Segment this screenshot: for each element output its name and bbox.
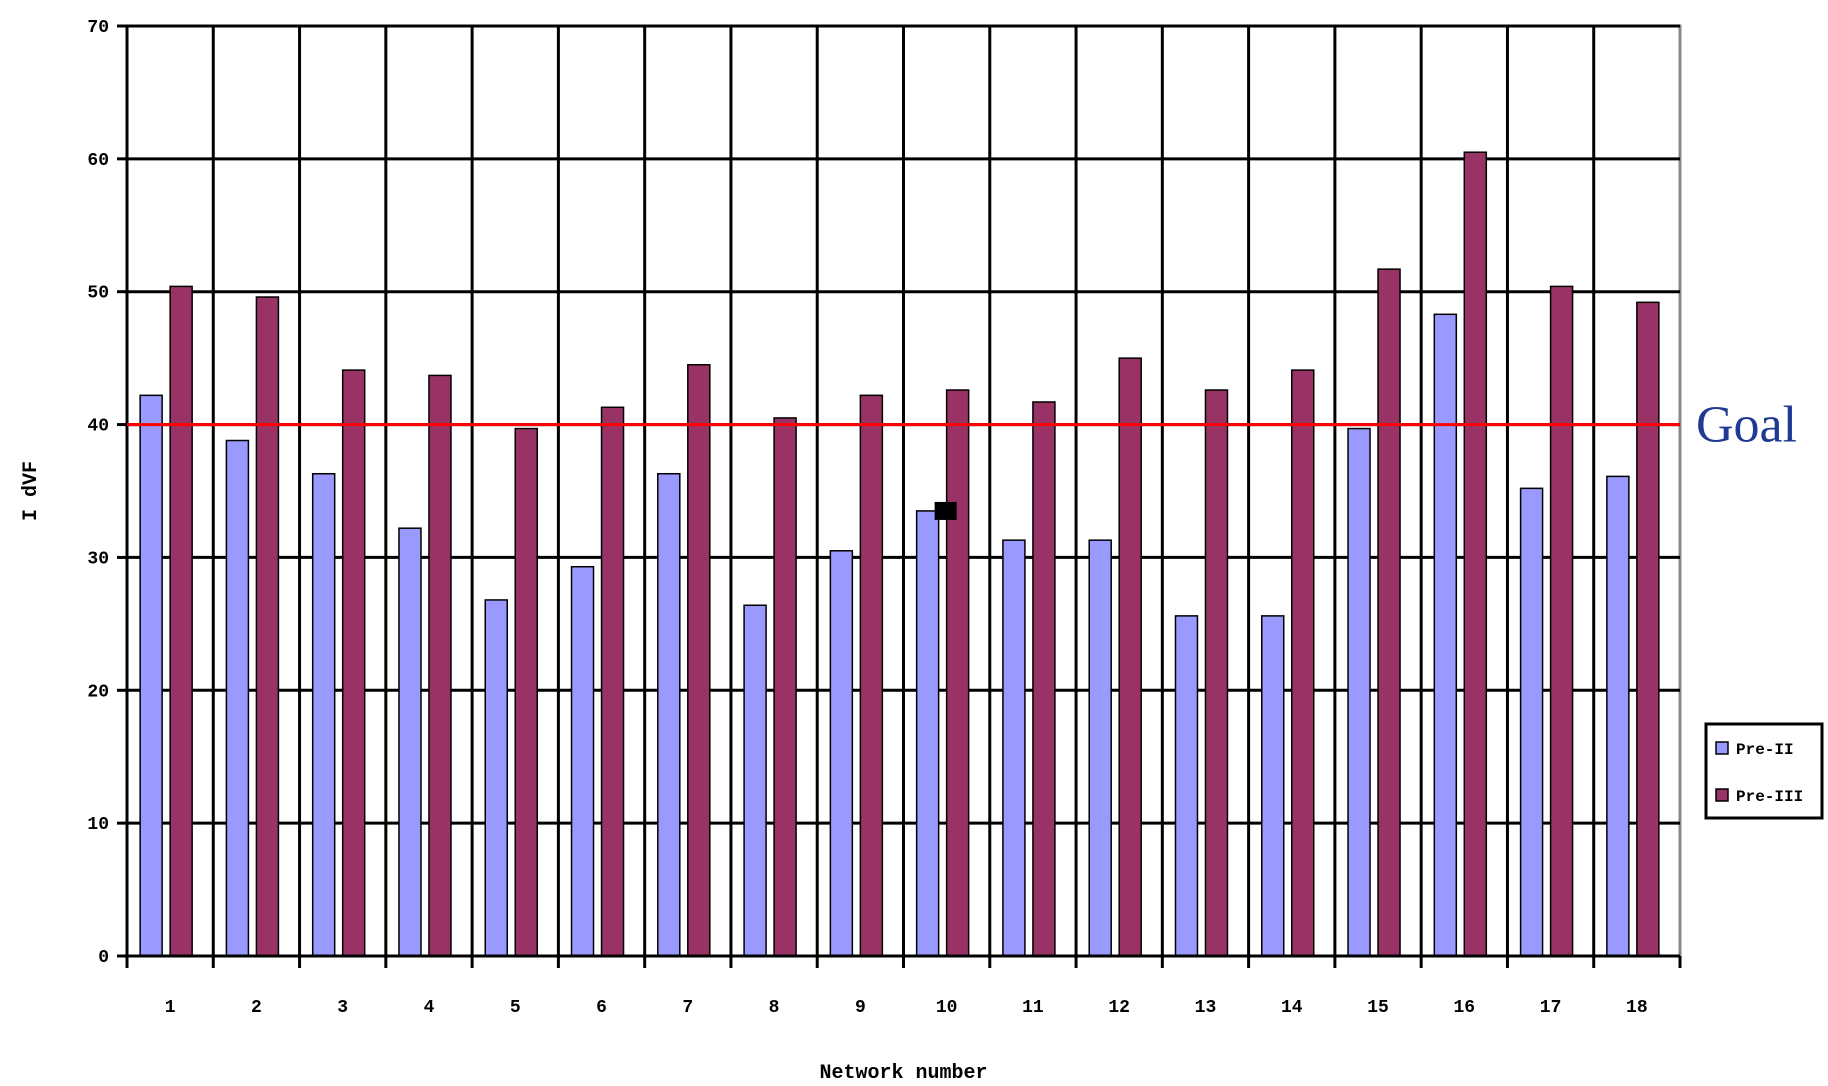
bar-pre-iii-13 [1204, 389, 1229, 957]
x-tick-label: 10 [936, 998, 958, 1018]
y-tick-label: 50 [87, 284, 109, 304]
x-tick-label: 6 [596, 998, 607, 1018]
x-tick-label: 14 [1281, 998, 1303, 1018]
x-tick-label: 15 [1367, 998, 1389, 1018]
bar-pre-ii-14 [1261, 615, 1285, 957]
bar-pre-ii-10 [915, 510, 940, 957]
x-tick-label: 8 [769, 998, 780, 1018]
bar-pre-ii-2 [225, 439, 250, 957]
bar-pre-iii-16 [1463, 151, 1488, 957]
x-tick-label: 1 [165, 998, 176, 1018]
x-tick-label: 18 [1626, 998, 1648, 1018]
bar-pre-iii-7 [687, 364, 711, 957]
y-tick-label: 40 [87, 417, 109, 437]
y-tick-label: 20 [87, 682, 109, 702]
bar-pre-iii-11 [1032, 401, 1056, 957]
bar-pre-ii-6 [570, 565, 595, 957]
legend: Pre-II Pre-III [1704, 722, 1824, 820]
bar-pre-iii-15 [1377, 268, 1401, 957]
bar-pre-ii-8 [743, 604, 767, 957]
x-tick-label: 2 [251, 998, 262, 1018]
bar-pre-iii-10 [945, 389, 970, 957]
bar-pre-ii-3 [311, 472, 336, 957]
bar-pre-iii-2 [255, 296, 280, 957]
bar-pre-ii-18 [1606, 475, 1630, 957]
x-axis-title: Network number [819, 1062, 987, 1085]
bar-pre-iii-5 [514, 427, 538, 957]
bar-pre-iii-6 [600, 406, 625, 957]
y-tick-label: 30 [87, 549, 109, 569]
x-tick-label: 9 [855, 998, 866, 1018]
goal-label: Goal [1696, 397, 1797, 454]
gridlines [125, 24, 1682, 958]
x-tick-label: 4 [424, 998, 435, 1018]
bar-pre-iii-1 [169, 285, 193, 957]
y-tick-label: 60 [87, 151, 109, 171]
bar-pre-ii-7 [657, 472, 681, 957]
y-axis-title: I dVF [20, 461, 43, 521]
bar-pre-ii-4 [398, 527, 422, 957]
y-tick-label: 0 [98, 948, 109, 968]
bar-pre-ii-5 [484, 599, 508, 957]
bar-pre-iii-12 [1118, 357, 1142, 957]
legend-swatch-pre-iii [1715, 788, 1729, 802]
goal-reference: Goal [127, 397, 1797, 454]
bar-pre-ii-12 [1088, 539, 1112, 957]
bar-pre-ii-11 [1002, 539, 1026, 957]
x-tick-label: 7 [682, 998, 693, 1018]
y-tick-label: 70 [87, 18, 109, 38]
bar-pre-iii-3 [341, 369, 366, 957]
x-tick-label: 17 [1540, 998, 1562, 1018]
bar-pre-ii-1 [139, 394, 163, 957]
bar-pre-iii-9 [859, 394, 884, 957]
legend-swatch-pre-ii [1715, 741, 1729, 755]
bar-pre-iii-8 [773, 417, 797, 957]
y-tick-label: 10 [87, 815, 109, 835]
x-tick-label: 3 [337, 998, 348, 1018]
marker [934, 501, 957, 520]
bar-pre-iii-4 [428, 374, 452, 957]
bar-pre-iii-14 [1291, 369, 1315, 957]
bar-pre-ii-17 [1519, 487, 1544, 957]
bar-pre-iii-18 [1636, 301, 1660, 957]
legend-label-pre-iii: Pre-III [1736, 788, 1803, 806]
x-tick-label: 5 [510, 998, 521, 1018]
bar-pre-iii-17 [1549, 285, 1574, 957]
bar-pre-ii-13 [1174, 615, 1199, 957]
bar-pre-ii-16 [1433, 313, 1458, 957]
bar-pre-ii-9 [829, 550, 854, 957]
x-tick-label: 13 [1195, 998, 1217, 1018]
legend-box [1704, 722, 1824, 820]
bars [139, 151, 1660, 957]
x-tick-label: 11 [1022, 998, 1044, 1018]
bar-pre-ii-15 [1347, 427, 1371, 957]
legend-label-pre-ii: Pre-II [1736, 741, 1794, 759]
x-tick-label: 12 [1108, 998, 1130, 1018]
x-tick-label: 16 [1454, 998, 1476, 1018]
